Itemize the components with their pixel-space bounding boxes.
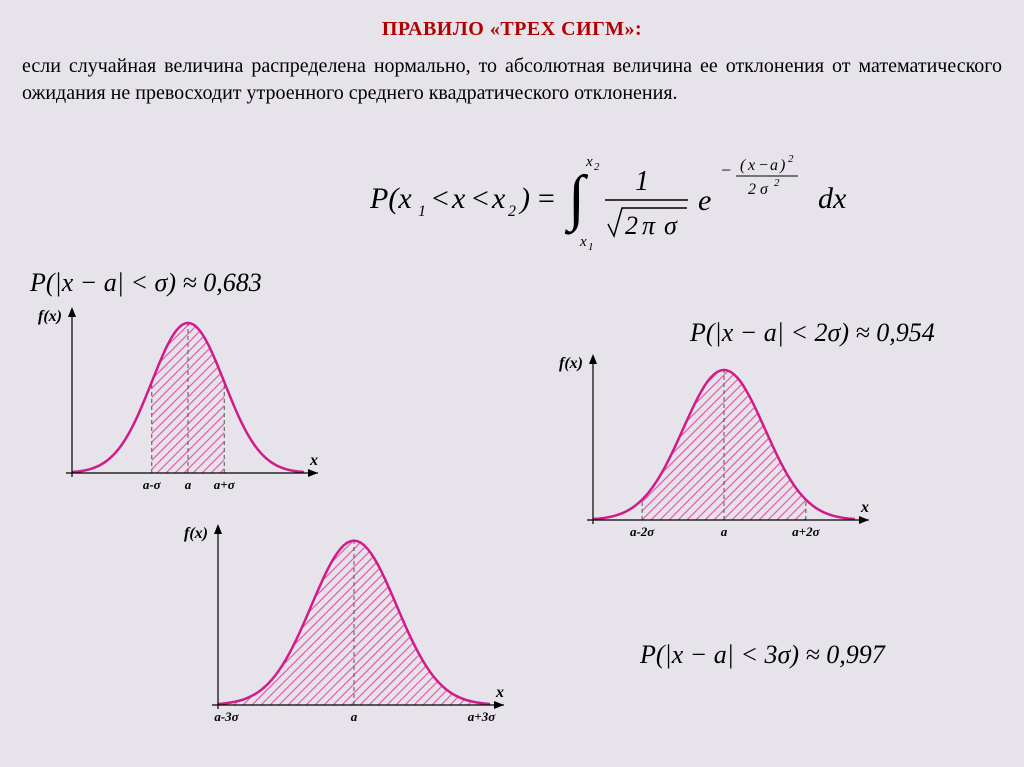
- bell-chart-1sigma: f(x) x a-σ a a+σ: [24, 303, 334, 503]
- svg-text:x: x: [585, 154, 593, 170]
- svg-text:2: 2: [748, 181, 756, 198]
- svg-text:x: x: [491, 182, 506, 215]
- svg-text:x: x: [747, 157, 755, 174]
- svg-text:f(x): f(x): [184, 525, 208, 542]
- svg-text:π: π: [642, 211, 656, 240]
- svg-text:−: −: [720, 160, 732, 180]
- svg-text:1: 1: [588, 241, 594, 250]
- rule-description: если случайная величина распределена нор…: [0, 41, 1024, 107]
- svg-text:a-σ: a-σ: [143, 477, 162, 492]
- svg-text:<: <: [430, 182, 450, 215]
- svg-text:a: a: [351, 709, 358, 724]
- svg-text:2: 2: [774, 177, 780, 189]
- svg-text:2: 2: [594, 161, 600, 173]
- svg-text:2: 2: [788, 153, 794, 165]
- svg-text:x: x: [451, 182, 466, 215]
- svg-text:a+3σ: a+3σ: [468, 709, 496, 724]
- svg-text:e: e: [698, 184, 711, 217]
- svg-text:a+2σ: a+2σ: [792, 524, 820, 539]
- svg-text:σ: σ: [664, 211, 678, 240]
- main-integral-formula: P(x 1 < x < x 2 ) = ∫ x 1 x 2 1 2 π σ e …: [370, 150, 930, 240]
- page-title: ПРАВИЛО «ТРЕХ СИГМ»:: [0, 0, 1024, 41]
- svg-text:1: 1: [635, 166, 649, 197]
- svg-text:x: x: [579, 234, 587, 250]
- svg-text:−: −: [758, 157, 769, 174]
- svg-text:a-2σ: a-2σ: [630, 524, 655, 539]
- svg-text:f(x): f(x): [559, 355, 583, 372]
- formula-3sigma: P(|x − a| < 3σ) ≈ P(|x − a| < 3σ) ≈ 0,99…: [640, 640, 885, 670]
- svg-text:x: x: [495, 684, 504, 701]
- svg-text:x: x: [309, 452, 318, 469]
- svg-text:): ): [779, 157, 785, 174]
- svg-text:<: <: [470, 182, 490, 215]
- svg-text:): ): [518, 182, 530, 215]
- svg-text:σ: σ: [760, 181, 769, 198]
- svg-text:2: 2: [508, 203, 516, 220]
- svg-text:f(x): f(x): [38, 308, 62, 325]
- bell-chart-2sigma: f(x) x a-2σ a a+2σ: [545, 350, 885, 550]
- svg-text:a: a: [770, 157, 778, 174]
- formula-1sigma: P(|x − a| < σ) ≈ P(|x − a| < σ) ≈ 0,6830…: [30, 268, 262, 298]
- bell-chart-3sigma: f(x) x a-3σ a a+3σ: [170, 520, 520, 735]
- formula-2sigma: P(|x − a| < 2σ) ≈ P(|x − a| < 2σ) ≈ 0,95…: [690, 318, 935, 348]
- svg-text:=: =: [536, 182, 556, 215]
- svg-text:P(x: P(x: [370, 182, 412, 215]
- svg-text:a+σ: a+σ: [214, 477, 236, 492]
- svg-text:a: a: [185, 477, 192, 492]
- svg-text:∫: ∫: [564, 164, 589, 235]
- svg-text:2: 2: [625, 211, 638, 240]
- svg-text:1: 1: [418, 203, 426, 220]
- svg-text:dx: dx: [818, 182, 847, 215]
- svg-text:(: (: [740, 157, 747, 174]
- svg-text:x: x: [860, 499, 869, 516]
- svg-text:a-3σ: a-3σ: [214, 709, 239, 724]
- svg-text:a: a: [721, 524, 728, 539]
